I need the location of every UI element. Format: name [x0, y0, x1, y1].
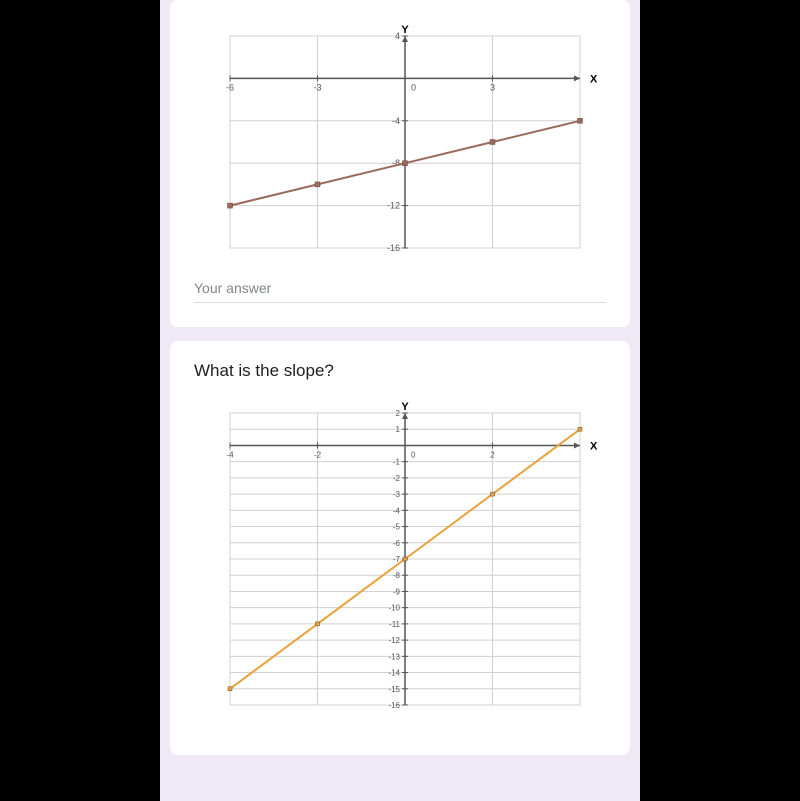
svg-text:-5: -5	[393, 523, 401, 532]
svg-text:Y: Y	[401, 24, 409, 36]
svg-text:-6: -6	[226, 82, 234, 92]
chart2: -4-20221-1-2-3-4-5-6-7-8-9-10-11-12-13-1…	[200, 397, 600, 717]
svg-text:-2: -2	[314, 450, 322, 459]
svg-text:2: 2	[396, 409, 401, 418]
svg-text:-16: -16	[388, 701, 400, 710]
svg-text:-6: -6	[393, 539, 401, 548]
chart1-wrap: -6-3034-4-8-12-16YX	[194, 20, 606, 260]
svg-text:-15: -15	[388, 685, 400, 694]
svg-text:3: 3	[490, 82, 495, 92]
svg-text:0: 0	[411, 450, 416, 459]
svg-text:-9: -9	[393, 587, 401, 596]
svg-text:-12: -12	[387, 201, 400, 211]
chart1: -6-3034-4-8-12-16YX	[200, 20, 600, 260]
svg-text:-11: -11	[389, 620, 401, 629]
svg-text:-10: -10	[388, 604, 400, 613]
svg-text:-2: -2	[393, 474, 401, 483]
svg-text:-14: -14	[388, 669, 400, 678]
answer-input-1[interactable]	[194, 274, 606, 303]
question-title: What is the slope?	[194, 361, 606, 381]
svg-text:-3: -3	[393, 490, 401, 499]
svg-text:2: 2	[490, 450, 495, 459]
svg-text:Y: Y	[401, 401, 409, 413]
svg-text:-3: -3	[313, 82, 321, 92]
svg-text:-4: -4	[392, 116, 400, 126]
svg-text:0: 0	[411, 82, 416, 92]
svg-text:-4: -4	[226, 450, 234, 459]
svg-text:X: X	[590, 440, 598, 452]
svg-text:X: X	[590, 73, 598, 85]
svg-text:-4: -4	[393, 506, 401, 515]
form-frame: -6-3034-4-8-12-16YX What is the slope? -…	[160, 0, 640, 801]
question-card-2: What is the slope? -4 -2 0 2 2 1 -1 -2 -3 -4 -5 -6 -…	[170, 341, 630, 755]
svg-text:-13: -13	[388, 652, 400, 661]
svg-text:-1: -1	[393, 458, 401, 467]
svg-text:4: 4	[395, 31, 400, 41]
question-card-1: -6-3034-4-8-12-16YX	[170, 0, 630, 327]
svg-text:-12: -12	[388, 636, 400, 645]
chart2-wrap: -4-20221-1-2-3-4-5-6-7-8-9-10-11-12-13-1…	[194, 397, 606, 717]
svg-text:-16: -16	[387, 243, 400, 253]
svg-text:-8: -8	[393, 571, 401, 580]
svg-text:1: 1	[396, 425, 401, 434]
